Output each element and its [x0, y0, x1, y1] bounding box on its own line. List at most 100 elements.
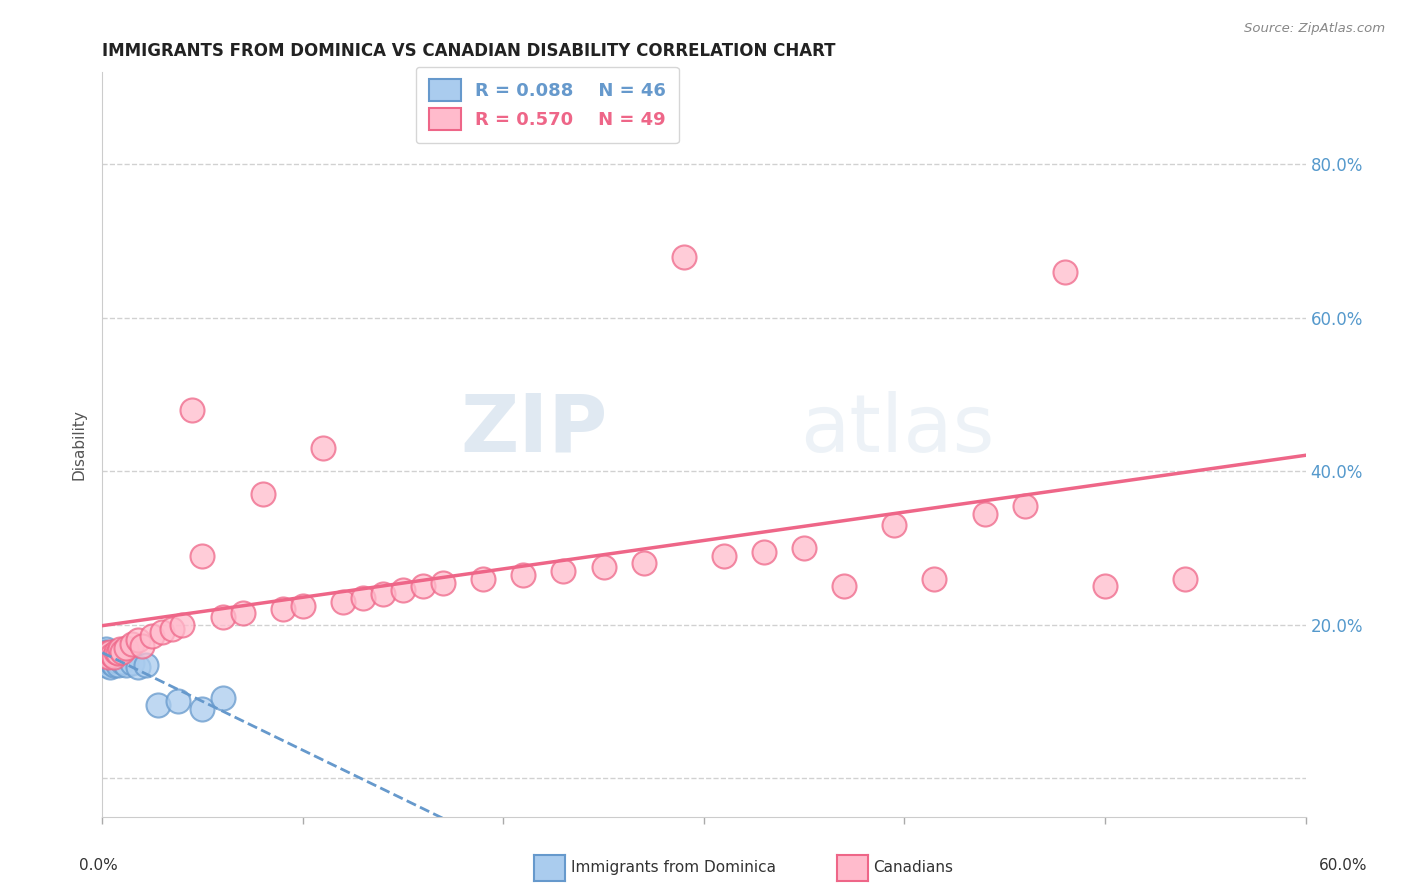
- Point: [1094, 579, 1116, 593]
- Point: [103, 650, 125, 665]
- Point: [115, 658, 138, 673]
- Point: [117, 648, 139, 663]
- Point: [271, 602, 294, 616]
- Text: Canadians: Canadians: [873, 861, 953, 875]
- Text: ZIP: ZIP: [460, 391, 607, 468]
- Point: [1014, 499, 1036, 513]
- Point: [793, 541, 815, 555]
- Point: [93, 652, 115, 666]
- Point: [101, 648, 124, 663]
- Point: [553, 564, 575, 578]
- Point: [98, 650, 121, 665]
- Point: [110, 647, 132, 661]
- Point: [162, 622, 184, 636]
- Point: [98, 654, 121, 668]
- Point: [105, 650, 128, 665]
- Point: [232, 606, 254, 620]
- Point: [191, 702, 214, 716]
- Point: [107, 646, 129, 660]
- Point: [371, 587, 394, 601]
- Point: [172, 617, 194, 632]
- Point: [121, 637, 143, 651]
- Point: [332, 595, 354, 609]
- Point: [127, 660, 149, 674]
- Point: [141, 629, 163, 643]
- Point: [191, 549, 214, 563]
- Point: [115, 640, 138, 655]
- Text: Source: ZipAtlas.com: Source: ZipAtlas.com: [1244, 22, 1385, 36]
- Point: [211, 610, 233, 624]
- Point: [412, 579, 434, 593]
- Point: [1053, 265, 1076, 279]
- Point: [96, 652, 118, 666]
- Point: [135, 657, 157, 672]
- Point: [352, 591, 374, 605]
- Point: [97, 652, 120, 666]
- Point: [713, 549, 735, 563]
- Point: [93, 650, 115, 665]
- Legend: R = 0.088    N = 46, R = 0.570    N = 49: R = 0.088 N = 46, R = 0.570 N = 49: [416, 67, 679, 143]
- Text: Immigrants from Dominica: Immigrants from Dominica: [571, 861, 776, 875]
- Point: [101, 648, 124, 663]
- Point: [98, 644, 121, 658]
- Point: [105, 647, 128, 661]
- Point: [103, 658, 125, 673]
- Point: [107, 646, 129, 660]
- Point: [167, 694, 190, 708]
- Point: [148, 698, 170, 713]
- Point: [93, 648, 115, 663]
- Point: [252, 487, 274, 501]
- Text: 60.0%: 60.0%: [1319, 858, 1367, 872]
- Point: [472, 572, 495, 586]
- Point: [512, 567, 534, 582]
- Point: [752, 545, 775, 559]
- Point: [924, 572, 946, 586]
- Point: [973, 507, 995, 521]
- Point: [101, 652, 124, 666]
- Text: IMMIGRANTS FROM DOMINICA VS CANADIAN DISABILITY CORRELATION CHART: IMMIGRANTS FROM DOMINICA VS CANADIAN DIS…: [103, 42, 835, 60]
- Point: [105, 654, 128, 668]
- Point: [131, 639, 153, 653]
- Point: [93, 644, 115, 658]
- Point: [97, 650, 120, 665]
- Point: [96, 648, 118, 663]
- Point: [115, 652, 138, 666]
- Point: [97, 648, 120, 663]
- Point: [96, 642, 118, 657]
- Point: [150, 625, 173, 640]
- Point: [105, 644, 128, 658]
- Point: [592, 560, 614, 574]
- Point: [98, 660, 121, 674]
- Point: [96, 646, 118, 660]
- Point: [883, 518, 905, 533]
- Point: [633, 557, 655, 571]
- Text: atlas: atlas: [800, 391, 994, 468]
- Point: [103, 650, 125, 665]
- Point: [211, 690, 233, 705]
- Point: [93, 647, 115, 661]
- Point: [97, 655, 120, 669]
- Point: [97, 646, 120, 660]
- Point: [1174, 572, 1197, 586]
- Point: [96, 657, 118, 672]
- Point: [101, 644, 124, 658]
- Point: [181, 403, 204, 417]
- Point: [98, 647, 121, 661]
- Point: [121, 656, 143, 670]
- Point: [107, 650, 129, 665]
- Point: [432, 575, 454, 590]
- Point: [111, 648, 134, 663]
- Y-axis label: Disability: Disability: [72, 409, 86, 480]
- Point: [112, 650, 135, 665]
- Point: [832, 579, 855, 593]
- Point: [392, 583, 415, 598]
- Point: [111, 655, 134, 669]
- Point: [672, 250, 695, 264]
- Point: [103, 646, 125, 660]
- Point: [312, 442, 335, 456]
- Point: [107, 657, 129, 672]
- Point: [291, 599, 314, 613]
- Point: [103, 654, 125, 668]
- Point: [96, 644, 118, 658]
- Point: [101, 656, 124, 670]
